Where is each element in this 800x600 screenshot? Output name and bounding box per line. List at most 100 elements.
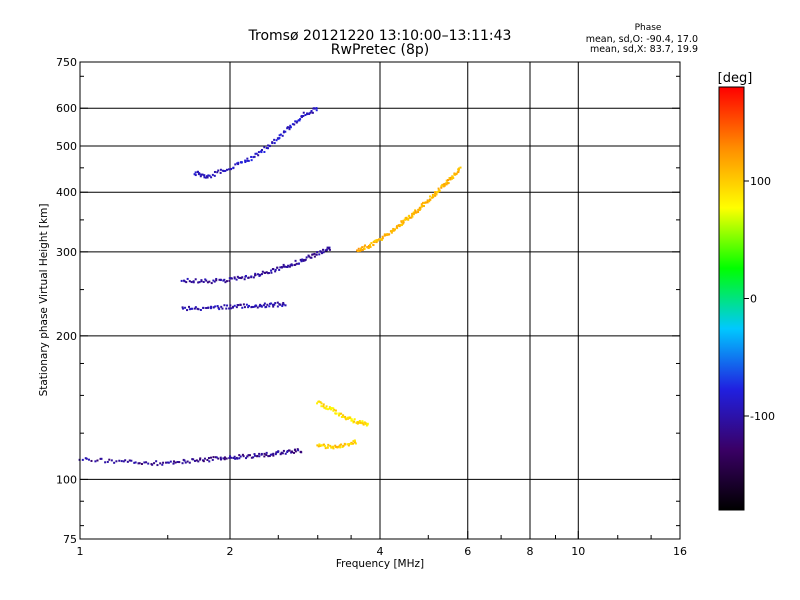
data-point	[228, 457, 231, 460]
data-point	[411, 214, 414, 217]
data-point	[299, 258, 302, 261]
data-point	[395, 226, 398, 229]
data-point	[274, 270, 277, 273]
data-point	[204, 176, 207, 179]
data-point	[375, 241, 378, 244]
data-point	[104, 461, 107, 464]
data-point	[320, 405, 323, 408]
data-point	[300, 115, 303, 118]
data-point	[184, 306, 187, 309]
data-point	[274, 268, 277, 271]
data-point	[318, 253, 321, 256]
data-point	[359, 421, 362, 424]
data-point	[291, 264, 294, 267]
data-point	[258, 455, 261, 458]
data-point	[403, 218, 406, 221]
data-point	[279, 133, 282, 136]
data-point	[350, 441, 353, 444]
data-point	[206, 176, 209, 179]
data-point	[198, 173, 201, 176]
data-point	[192, 280, 195, 283]
data-point	[223, 304, 226, 307]
data-point	[328, 406, 331, 409]
data-point	[211, 458, 214, 461]
data-point	[315, 253, 318, 256]
data-point	[418, 208, 421, 211]
data-point	[245, 457, 248, 460]
data-point	[247, 454, 250, 457]
data-point	[341, 446, 344, 449]
data-point	[379, 238, 382, 241]
data-point	[196, 170, 199, 173]
data-point	[293, 123, 296, 126]
data-point	[250, 159, 253, 162]
data-point	[316, 444, 319, 447]
data-point	[238, 454, 241, 457]
data-point	[337, 414, 340, 417]
data-point	[81, 458, 84, 461]
data-point	[273, 138, 276, 141]
data-point	[248, 304, 251, 307]
data-point	[199, 458, 202, 461]
data-point	[223, 458, 226, 461]
data-point	[225, 307, 228, 310]
data-point	[451, 177, 454, 180]
data-point	[113, 461, 116, 464]
data-point	[342, 415, 345, 418]
data-point	[374, 239, 377, 242]
data-point	[209, 456, 212, 459]
data-point	[108, 458, 111, 461]
data-point	[457, 169, 460, 172]
y-tick-label: 500	[56, 140, 77, 153]
data-point	[376, 239, 379, 242]
data-point	[233, 304, 236, 307]
data-point	[359, 249, 362, 252]
data-point	[322, 248, 325, 251]
data-point	[182, 307, 185, 310]
data-point	[305, 256, 308, 259]
data-point	[434, 192, 437, 195]
data-point	[338, 412, 341, 415]
data-point	[267, 147, 270, 150]
data-point	[263, 455, 266, 458]
data-point	[199, 457, 202, 460]
data-point	[310, 256, 313, 259]
data-point	[277, 450, 280, 453]
data-point	[284, 452, 287, 455]
data-point	[332, 445, 335, 448]
data-point	[402, 221, 405, 224]
data-point	[458, 167, 461, 170]
grid-lines	[80, 62, 680, 539]
data-point	[224, 169, 227, 172]
data-point	[271, 142, 274, 145]
data-point	[447, 181, 450, 184]
data-point	[284, 130, 287, 133]
data-point	[225, 168, 228, 171]
data-point	[372, 244, 375, 247]
data-point	[325, 407, 328, 410]
data-point	[96, 459, 99, 462]
data-point	[315, 109, 318, 112]
data-point	[418, 206, 421, 209]
data-point	[354, 441, 357, 444]
data-point	[257, 273, 260, 276]
data-point	[330, 408, 333, 411]
data-point	[233, 276, 236, 279]
data-point	[207, 457, 210, 460]
data-point	[254, 152, 257, 155]
data-point	[200, 279, 203, 282]
data-point	[233, 455, 236, 458]
data-point	[238, 276, 241, 279]
data-point	[424, 201, 427, 204]
data-point	[208, 460, 211, 463]
data-point	[288, 126, 291, 129]
data-point	[174, 461, 177, 464]
data-point	[235, 306, 238, 309]
data-point	[412, 213, 415, 216]
data-point	[429, 198, 432, 201]
data-point	[232, 167, 235, 170]
data-point	[267, 144, 270, 147]
data-point	[230, 167, 233, 170]
data-point	[238, 457, 241, 460]
data-point	[274, 302, 277, 305]
